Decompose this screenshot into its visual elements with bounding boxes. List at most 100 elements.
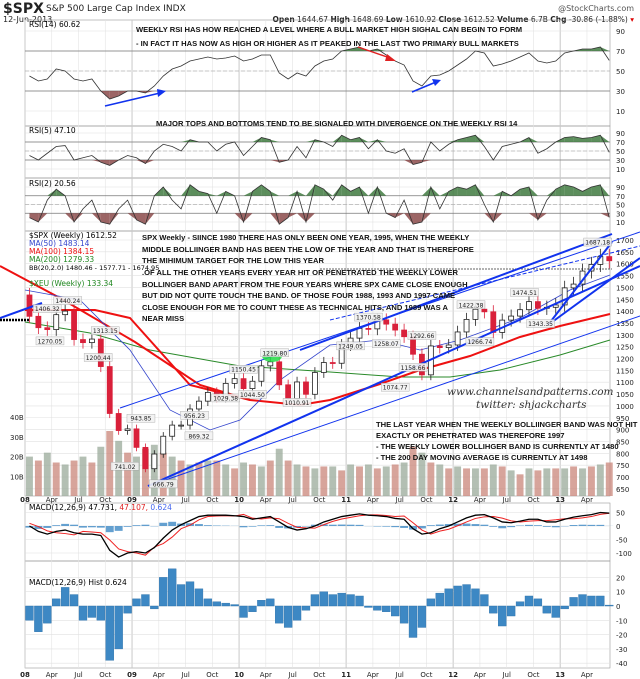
macd-legend: MACD(12,26,9) 47.731, 47.107, 0.624 xyxy=(29,503,172,512)
rsi2-extreme-fill xyxy=(591,184,601,196)
macd-hist-bar xyxy=(43,605,52,624)
volume-bar xyxy=(124,452,132,496)
macd-legend-line: MACD(12,26,9) 47.731, xyxy=(29,503,117,512)
price-label: 1074.77 xyxy=(383,385,408,392)
candle-body xyxy=(35,315,42,329)
trendlines xyxy=(0,231,640,487)
macd-hist-bar xyxy=(34,605,43,632)
macd-mini-hist-bar xyxy=(435,524,444,526)
volume-bar xyxy=(88,462,96,496)
x-tick-label: Jul xyxy=(180,496,190,504)
macd-hist-bar xyxy=(382,605,391,612)
macd-hist-bar xyxy=(114,605,123,650)
price-label-box xyxy=(91,326,120,335)
macd-hist-bar xyxy=(346,594,355,607)
price-label-box xyxy=(526,319,555,328)
macd-mini-hist-bar xyxy=(480,524,489,526)
x-tick-label: Jul xyxy=(501,496,511,504)
rsi2-extreme-fill xyxy=(190,184,199,196)
macd-hist-bar xyxy=(310,594,320,607)
price-label-box xyxy=(465,337,495,346)
macd-hist-bar xyxy=(283,605,293,628)
volume-bar xyxy=(579,468,586,496)
ma200-legend: MA(200) 1279.33 xyxy=(29,255,94,264)
x-tick-label: Oct xyxy=(420,671,432,679)
volume-bar xyxy=(507,470,515,496)
rsi14-y-tick-label: 50 xyxy=(616,68,625,76)
rsi2-extreme-fill xyxy=(421,213,431,222)
rsi2-extreme-fill xyxy=(457,187,467,196)
volume-bar xyxy=(570,466,578,496)
x-tick-label: Apr xyxy=(46,671,58,679)
macd-hist-bar xyxy=(248,605,257,612)
candle-body xyxy=(240,378,247,389)
volume-bar xyxy=(311,468,319,496)
macd-mini-hist-bar xyxy=(257,525,266,526)
price-label: 1343.35 xyxy=(528,321,553,328)
volume-bar xyxy=(257,466,265,496)
price-label: 1200.44 xyxy=(86,355,111,362)
rsi2-legend: RSI(2) 20.56 xyxy=(29,179,76,188)
quote-bar: Open 1644.67 High 1648.69 Low 1610.92 Cl… xyxy=(272,15,634,24)
hist-y-tick-label: -30 xyxy=(616,646,627,654)
rsi5-extreme-fill xyxy=(457,137,467,142)
close-value: 1612.52 xyxy=(463,15,495,24)
index-name: S&P 500 Large Cap Index INDX xyxy=(46,4,186,14)
macd-hist-bar xyxy=(328,594,337,607)
price-label: 1044.50 xyxy=(240,392,265,399)
volume-bar xyxy=(373,468,381,496)
hist-y-tick-label: 10 xyxy=(616,589,625,597)
price-label-box xyxy=(260,348,289,358)
x-tick-label: Apr xyxy=(367,671,379,679)
x-tick-label: 11 xyxy=(341,671,351,679)
x-tick-label: 08 xyxy=(20,496,30,504)
candle-body xyxy=(26,294,33,317)
price-annotation-6: BUT DID NOT QUITE TOUCH THE BAND. OF THO… xyxy=(142,291,455,300)
macd-mini-hist-bar xyxy=(533,525,542,526)
macd-line xyxy=(29,511,610,558)
volume-bar xyxy=(302,466,310,496)
macd-hist-bar xyxy=(185,581,195,607)
price-label: 1370.58 xyxy=(356,315,381,322)
volume-bar xyxy=(436,464,444,496)
rsi2-extreme-fill xyxy=(475,184,485,196)
volume-bar xyxy=(195,462,203,496)
macd-hist-bar xyxy=(123,605,132,614)
volume-bar xyxy=(159,452,167,496)
macd-hist-bar xyxy=(230,604,239,607)
rsi2-extreme-fill xyxy=(252,184,262,196)
volume-bar xyxy=(409,446,417,496)
rsi14-extreme-fill xyxy=(350,47,360,51)
candle-body xyxy=(445,344,452,348)
ma50-line xyxy=(24,274,611,431)
macd-hist-bar xyxy=(569,597,578,607)
volume-bar xyxy=(489,464,497,496)
price-label-box xyxy=(229,365,258,374)
volume-bar xyxy=(213,460,221,496)
rsi14-y-tick-label: 90 xyxy=(616,28,625,36)
volume-bar xyxy=(454,466,462,496)
macd-mini-hist-bar xyxy=(275,526,284,528)
price-annotation-8: NEAR MISS xyxy=(142,314,184,323)
rsi2-extreme-fill xyxy=(404,213,414,225)
candle-body xyxy=(231,378,238,384)
macd-mini-hist-bar xyxy=(159,522,168,526)
macd-hist-bar xyxy=(373,605,382,611)
price-label: 869.32 xyxy=(188,433,209,440)
hist-y-tick-label: -40 xyxy=(616,660,627,668)
macd-mini-hist-bar xyxy=(525,524,533,526)
candle-body xyxy=(294,381,300,400)
volume-bar xyxy=(275,448,283,496)
macd-mini-hist-bar xyxy=(489,526,498,527)
rsi2-extreme-fill xyxy=(421,187,431,196)
stockcharts-brand[interactable]: @StockCharts.com xyxy=(558,4,634,13)
rsi2-extreme-fill xyxy=(216,191,226,196)
price-y-tick-label: 700 xyxy=(616,474,629,482)
x-tick-label: 09 xyxy=(127,671,137,679)
macd-mini-hist-bar xyxy=(96,526,105,528)
rsi5-y-tick-label: 30 xyxy=(616,157,625,165)
volume-bar xyxy=(605,462,613,496)
rsi2-extreme-fill xyxy=(288,191,298,196)
rsi14-extreme-fill xyxy=(582,49,592,51)
